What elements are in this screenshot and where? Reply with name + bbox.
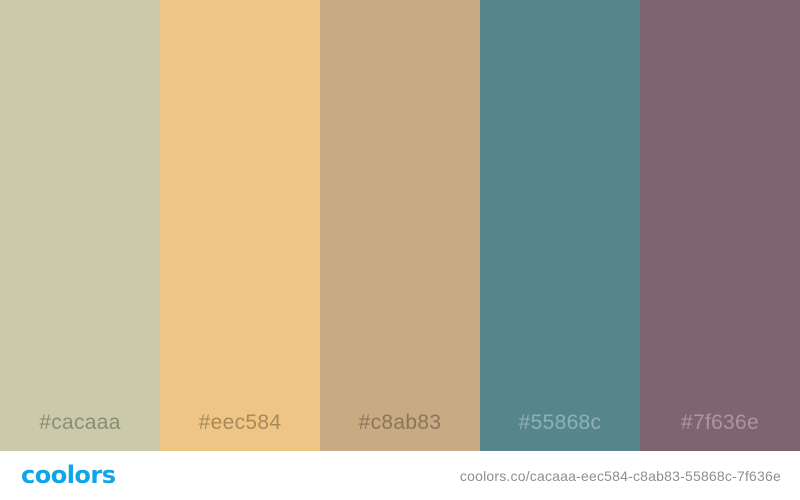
- swatch-hex-label: #c8ab83: [358, 411, 442, 434]
- color-swatch-4[interactable]: #55868c: [480, 0, 640, 451]
- palette-url[interactable]: coolors.co/cacaaa-eec584-c8ab83-55868c-7…: [459, 468, 781, 484]
- swatch-hex-label: #7f636e: [680, 411, 759, 434]
- swatch-hex-label: #eec584: [198, 411, 282, 434]
- coolors-logo[interactable]: coolors: [21, 461, 116, 489]
- color-swatch-5[interactable]: #7f636e: [640, 0, 800, 451]
- footer-bar: coolors coolors.co/cacaaa-eec584-c8ab83-…: [0, 451, 800, 500]
- color-swatch-3[interactable]: #c8ab83: [320, 0, 480, 451]
- color-swatch-2[interactable]: #eec584: [160, 0, 320, 451]
- color-palette: #cacaaa #eec584 #c8ab83 #55868c #7f636e: [0, 0, 800, 451]
- color-swatch-1[interactable]: #cacaaa: [0, 0, 160, 451]
- swatch-hex-label: #cacaaa: [39, 411, 121, 434]
- swatch-hex-label: #55868c: [518, 411, 602, 434]
